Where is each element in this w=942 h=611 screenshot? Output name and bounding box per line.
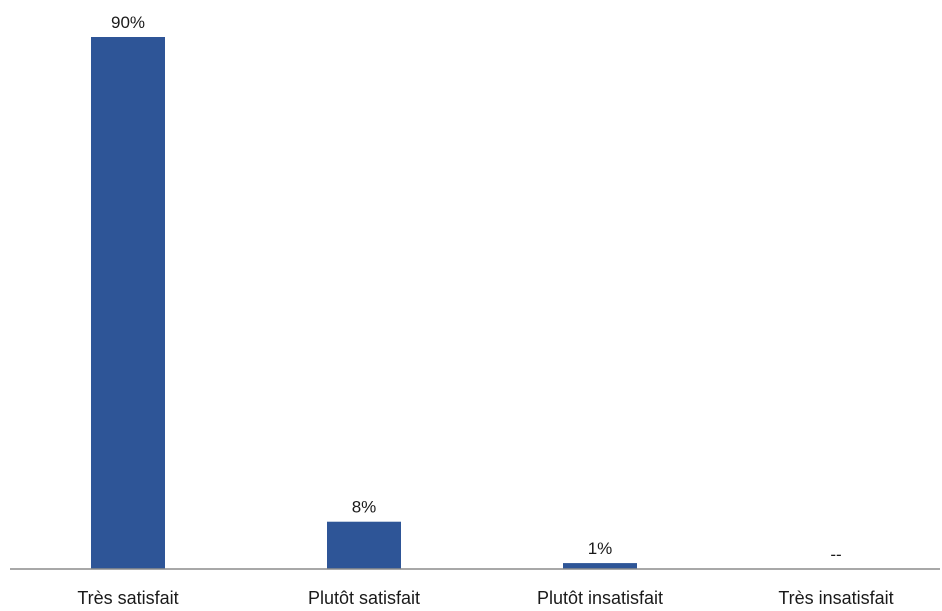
x-tick-label-4: Très insatisfait [778, 588, 893, 608]
data-label-3: 1% [588, 539, 613, 558]
data-label-2: 8% [352, 498, 377, 517]
bars-group [91, 37, 637, 569]
x-tick-label-1: Très satisfait [77, 588, 178, 608]
bar-1 [91, 37, 165, 569]
data-label-1: 90% [111, 13, 145, 32]
data-label-4: -- [830, 545, 841, 564]
bar-3 [563, 563, 637, 569]
x-tick-label-3: Plutôt insatisfait [537, 588, 663, 608]
x-tick-labels-group: Très satisfait Plutôt satisfait Plutôt ins… [77, 588, 893, 608]
data-labels-group: 90% 8% 1% -- [111, 13, 842, 564]
x-tick-label-2: Plutôt satisfait [308, 588, 420, 608]
bar-2 [327, 522, 401, 569]
